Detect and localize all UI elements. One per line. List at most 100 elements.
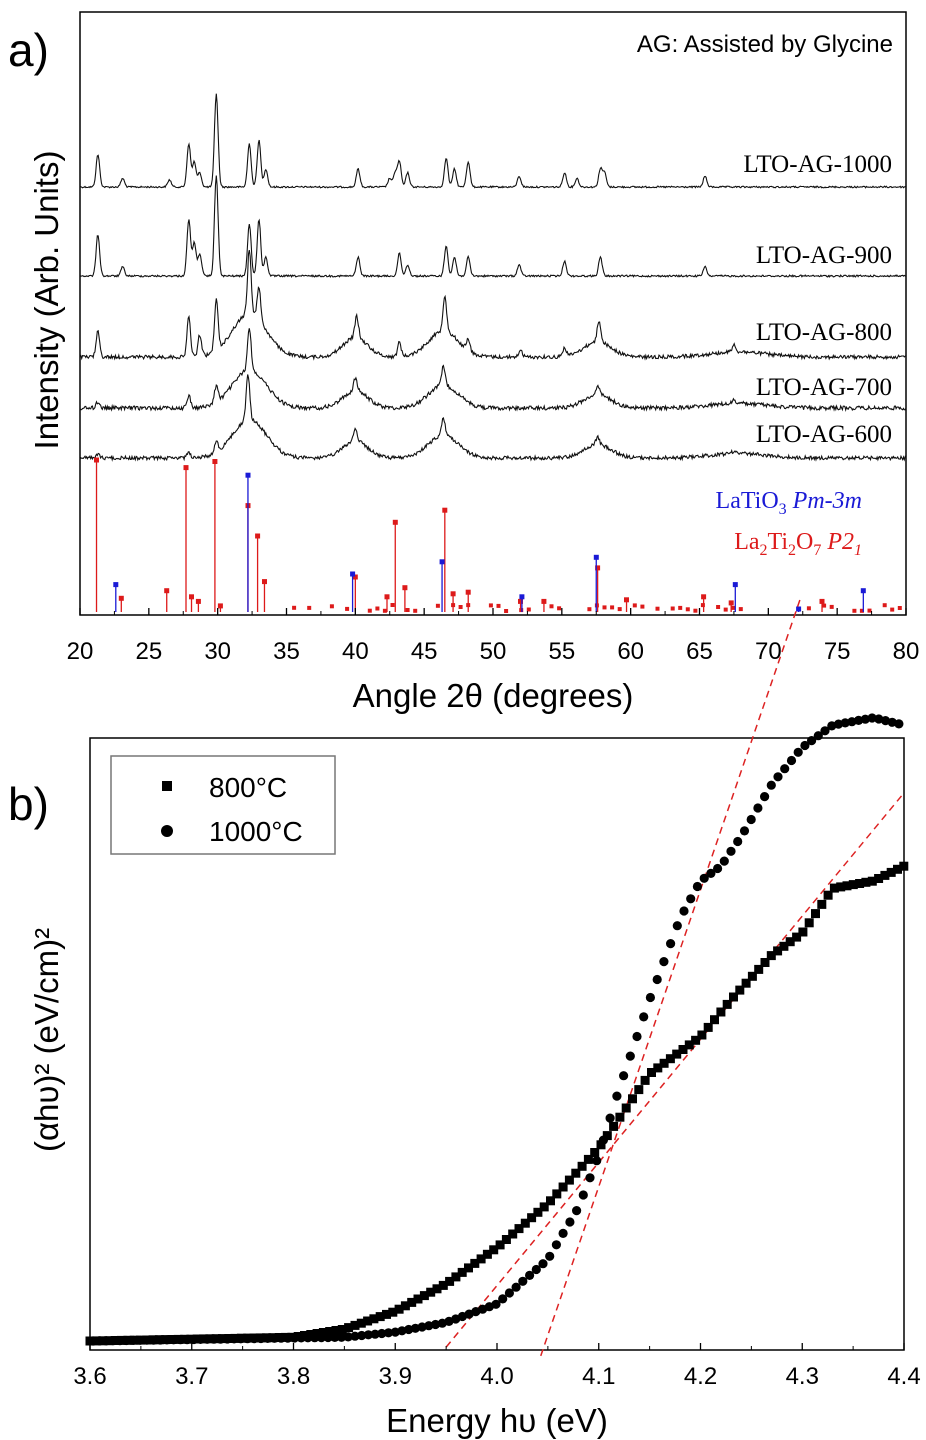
ref-marker bbox=[113, 582, 119, 588]
point-800C bbox=[445, 1276, 455, 1286]
plot-frame-a bbox=[79, 11, 907, 616]
ref-minor-marker bbox=[549, 604, 554, 609]
point-800C bbox=[533, 1207, 543, 1217]
point-1000C bbox=[135, 1335, 145, 1345]
fit-lines bbox=[445, 598, 905, 1357]
point-1000C bbox=[760, 792, 770, 802]
point-1000C bbox=[142, 1335, 152, 1345]
point-800C bbox=[703, 1022, 713, 1032]
ref-marker bbox=[593, 554, 599, 560]
point-800C bbox=[621, 1103, 631, 1113]
ref-minor-marker bbox=[329, 604, 334, 609]
point-800C bbox=[760, 958, 770, 967]
point-1000C bbox=[592, 1156, 602, 1166]
ref-marker bbox=[118, 595, 124, 601]
ref-minor-marker bbox=[488, 603, 493, 608]
ref-marker bbox=[164, 588, 170, 594]
ref-minor-marker bbox=[435, 603, 440, 608]
point-1000C bbox=[706, 868, 716, 879]
point-1000C bbox=[619, 1071, 629, 1081]
point-800C bbox=[773, 946, 783, 956]
point-1000C bbox=[632, 1031, 642, 1042]
point-1000C bbox=[679, 906, 689, 916]
point-1000C bbox=[95, 1336, 105, 1346]
ref-marker bbox=[796, 606, 802, 612]
point-800C bbox=[855, 879, 865, 888]
ref-marker bbox=[392, 519, 398, 525]
point-800C bbox=[817, 899, 827, 909]
point-1000C bbox=[753, 803, 763, 813]
x-tick-label: 50 bbox=[480, 638, 507, 665]
point-800C bbox=[590, 1148, 600, 1157]
point-1000C bbox=[498, 1294, 508, 1304]
ref-minor-marker bbox=[852, 608, 857, 613]
legend-label-1000: 1000°C bbox=[209, 816, 303, 847]
ref-marker bbox=[450, 591, 456, 597]
panel-a: a) AG: Assisted by Glycine LTO-AG-1000LT… bbox=[8, 11, 919, 714]
ref-minor-marker bbox=[723, 607, 728, 612]
point-800C bbox=[520, 1218, 530, 1228]
ref-marker bbox=[701, 594, 707, 600]
ref-minor-marker bbox=[405, 608, 410, 612]
panel-b-label: b) bbox=[8, 778, 49, 830]
panel-b: b) 3.6 3.7 3.8 3.9 4.0 4.1 4.2 4.3 4.4 Energy hυ… bbox=[8, 598, 921, 1439]
point-1000C bbox=[202, 1334, 212, 1344]
panel-a-label: a) bbox=[8, 24, 49, 76]
point-800C bbox=[539, 1202, 549, 1212]
ref-minor-marker bbox=[678, 605, 683, 610]
point-800C bbox=[400, 1301, 410, 1311]
point-800C bbox=[388, 1307, 398, 1317]
point-1000C bbox=[229, 1334, 239, 1344]
point-1000C bbox=[343, 1332, 353, 1342]
point-800C bbox=[489, 1245, 499, 1255]
point-1000C bbox=[256, 1333, 266, 1344]
x-tick-label: 20 bbox=[67, 638, 94, 665]
point-800C bbox=[464, 1263, 473, 1273]
point-1000C bbox=[793, 747, 803, 757]
point-800C bbox=[665, 1054, 675, 1064]
ref-minor-marker bbox=[602, 605, 607, 610]
trace-label: LTO-AG-800 bbox=[756, 319, 892, 346]
point-1000C bbox=[639, 1012, 649, 1022]
point-800C bbox=[363, 1316, 373, 1326]
point-800C bbox=[413, 1294, 423, 1304]
ref-minor-marker bbox=[822, 603, 827, 608]
point-800C bbox=[596, 1140, 606, 1150]
ref-minor-marker bbox=[829, 604, 834, 609]
ref-marker bbox=[860, 588, 866, 594]
point-800C bbox=[407, 1297, 417, 1307]
point-1000C bbox=[807, 736, 817, 746]
legend-square-marker bbox=[162, 781, 172, 791]
point-800C bbox=[653, 1063, 663, 1073]
x-tick-label: 25 bbox=[135, 638, 162, 665]
point-800C bbox=[823, 890, 833, 900]
point-800C bbox=[495, 1240, 505, 1250]
ref-minor-marker bbox=[504, 609, 509, 613]
point-800C bbox=[735, 985, 745, 995]
x-tick-label: 35 bbox=[273, 638, 300, 665]
point-1000C bbox=[645, 992, 656, 1003]
x-tick-label: 3.8 bbox=[277, 1363, 310, 1390]
point-800C bbox=[318, 1328, 328, 1337]
point-800C bbox=[312, 1329, 322, 1338]
point-800C bbox=[350, 1320, 360, 1330]
point-800C bbox=[337, 1325, 347, 1334]
annotation-text: AG: Assisted by Glycine bbox=[637, 31, 893, 58]
point-1000C bbox=[148, 1335, 159, 1345]
point-1000C bbox=[538, 1259, 548, 1269]
point-800C bbox=[344, 1323, 354, 1333]
x-tick-label: 3.7 bbox=[175, 1363, 208, 1390]
point-1000C bbox=[739, 826, 750, 836]
point-800C bbox=[482, 1249, 492, 1259]
ref-minor-marker bbox=[307, 605, 312, 610]
ref-minor-marker bbox=[670, 606, 675, 611]
point-1000C bbox=[726, 846, 736, 856]
point-1000C bbox=[330, 1332, 340, 1342]
point-1000C bbox=[296, 1333, 306, 1343]
point-800C bbox=[426, 1287, 436, 1297]
point-800C bbox=[710, 1015, 719, 1025]
ref-marker bbox=[350, 571, 356, 577]
point-800C bbox=[697, 1030, 707, 1040]
point-800C bbox=[615, 1112, 625, 1122]
ref-minor-marker bbox=[526, 607, 531, 612]
